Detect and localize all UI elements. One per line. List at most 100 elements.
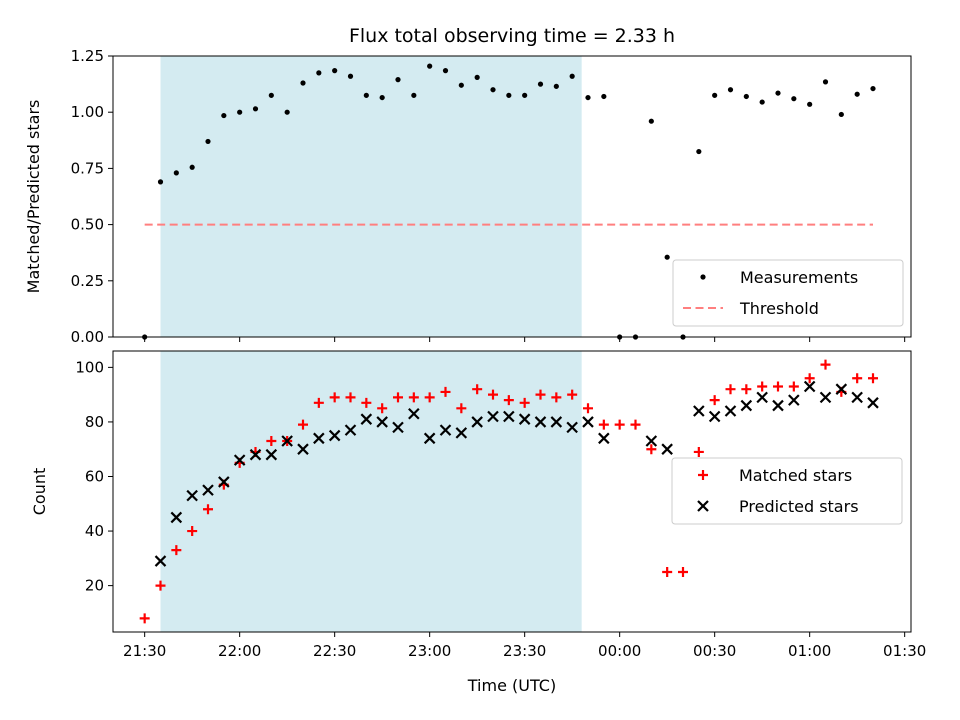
data-point <box>519 397 530 408</box>
legend-label-threshold: Threshold <box>739 299 819 318</box>
data-point <box>377 403 388 414</box>
data-point <box>157 179 164 185</box>
data-point <box>411 92 417 98</box>
data-point <box>867 397 879 409</box>
data-point <box>582 416 594 428</box>
data-point <box>807 101 813 107</box>
x-tick-label: 01:30 <box>883 642 926 660</box>
observing-interval-shade <box>160 351 582 632</box>
data-point <box>395 77 401 83</box>
data-point <box>598 419 609 430</box>
legend-label-measurements: Measurements <box>740 268 858 287</box>
data-point <box>567 389 578 400</box>
y-tick-label: 0.50 <box>71 216 104 234</box>
data-point <box>472 384 483 395</box>
data-point <box>727 87 734 93</box>
data-point <box>170 511 183 524</box>
data-point <box>854 91 860 97</box>
data-point <box>693 405 705 417</box>
data-point <box>743 93 749 100</box>
legend-label-predicted: Predicted stars <box>739 497 859 516</box>
data-point <box>804 373 815 384</box>
data-point <box>203 504 213 515</box>
data-point <box>503 395 514 406</box>
x-tick-label: 00:00 <box>598 642 641 660</box>
data-point <box>791 96 797 102</box>
data-point <box>300 80 306 86</box>
data-point <box>455 427 468 439</box>
data-point <box>221 112 227 119</box>
data-point <box>458 82 464 88</box>
plot-frame <box>112 55 912 338</box>
data-point <box>252 106 259 112</box>
data-point <box>186 489 198 502</box>
data-point <box>712 92 718 98</box>
data-point <box>376 416 388 428</box>
data-point <box>740 399 753 412</box>
data-point <box>614 419 625 430</box>
observing-interval-shade <box>160 56 582 337</box>
y-tick-label: 100 <box>75 358 104 376</box>
data-point <box>487 410 499 423</box>
data-point <box>316 70 322 76</box>
data-point <box>266 436 277 447</box>
data-point <box>819 391 832 404</box>
data-point <box>870 85 876 92</box>
data-point <box>522 92 528 98</box>
data-point <box>566 421 578 434</box>
data-point <box>759 99 765 105</box>
data-point <box>171 545 182 556</box>
legend-marker-matched <box>698 470 708 480</box>
data-point <box>187 526 198 537</box>
data-point <box>518 413 531 425</box>
y-tick-label: 60 <box>85 467 104 485</box>
data-point <box>456 403 467 414</box>
data-point <box>645 435 658 447</box>
data-point <box>775 90 781 96</box>
x-tick-label: 21:30 <box>123 642 166 660</box>
data-point <box>313 397 324 408</box>
y-tick-label: 0.25 <box>71 272 104 290</box>
data-point <box>393 392 403 403</box>
data-point <box>297 443 309 455</box>
data-point <box>233 454 246 466</box>
data-point <box>852 373 863 384</box>
y-tick-label: 20 <box>85 577 104 595</box>
data-point <box>741 384 752 395</box>
data-point <box>693 446 704 457</box>
data-point <box>379 94 385 101</box>
data-point <box>550 416 563 428</box>
x-tick-label: 01:00 <box>788 642 831 660</box>
legend-marker-measurements <box>700 274 706 280</box>
data-point <box>363 92 369 98</box>
data-point <box>583 403 593 414</box>
x-tick-label: 23:30 <box>503 642 546 660</box>
data-point <box>534 416 547 428</box>
data-point <box>284 109 290 115</box>
data-point <box>788 381 799 392</box>
data-point <box>442 68 449 74</box>
data-point <box>344 424 357 436</box>
y-tick-label: 0.75 <box>71 159 104 177</box>
data-point <box>408 392 419 403</box>
data-point <box>835 383 848 395</box>
data-point <box>392 421 404 434</box>
data-point <box>678 566 688 577</box>
data-point <box>851 391 863 404</box>
y-tick-label: 80 <box>85 413 104 431</box>
legend: Measurements Threshold <box>672 259 904 327</box>
data-point <box>360 413 373 425</box>
data-point <box>630 419 641 430</box>
data-point <box>661 443 673 455</box>
data-point <box>408 407 420 420</box>
data-point <box>281 435 293 447</box>
data-point <box>424 392 435 403</box>
data-point <box>585 94 591 101</box>
data-point <box>488 389 498 400</box>
data-point <box>820 359 831 370</box>
data-point <box>646 444 657 455</box>
data-point <box>218 476 230 488</box>
data-point <box>535 389 546 400</box>
data-point <box>662 566 673 577</box>
data-point <box>803 380 816 393</box>
